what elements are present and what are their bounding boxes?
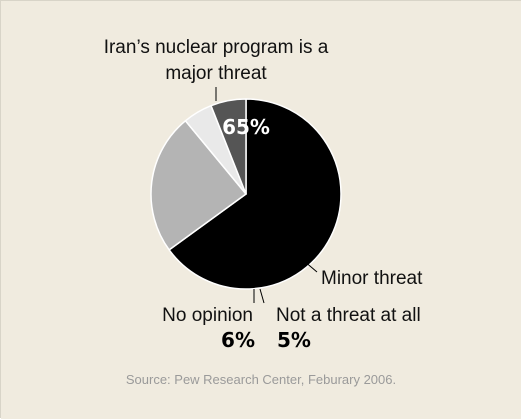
leader-line-minor-threat [296,254,318,273]
slice-label-major-threat: Iran’s nuclear program is a major threat [104,37,329,84]
leader-lines [215,87,318,304]
pie-slice-minor-threat [150,120,247,251]
slice-label-no-opinion: No opinion [162,305,253,326]
value-label-minor-threat: 24% [269,230,317,254]
pie-slice-no-opinion [210,98,247,195]
pie-slices [150,98,342,290]
leader-line-not-a-threat [259,288,265,304]
source-note: Source: Pew Research Center, Feburary 20… [126,372,396,387]
slice-label-minor-threat: Minor threat [321,268,423,289]
pie-labels: Iran’s nuclear program is a major threat 6… [104,37,423,352]
pie-slice-major-threat [168,98,342,290]
value-label-major-threat: 65% [222,115,270,139]
value-label-not-a-threat: 5% [277,328,311,352]
slice-label-not-a-threat: Not a threat at all [276,305,421,326]
value-label-no-opinion: 6% [221,328,255,352]
